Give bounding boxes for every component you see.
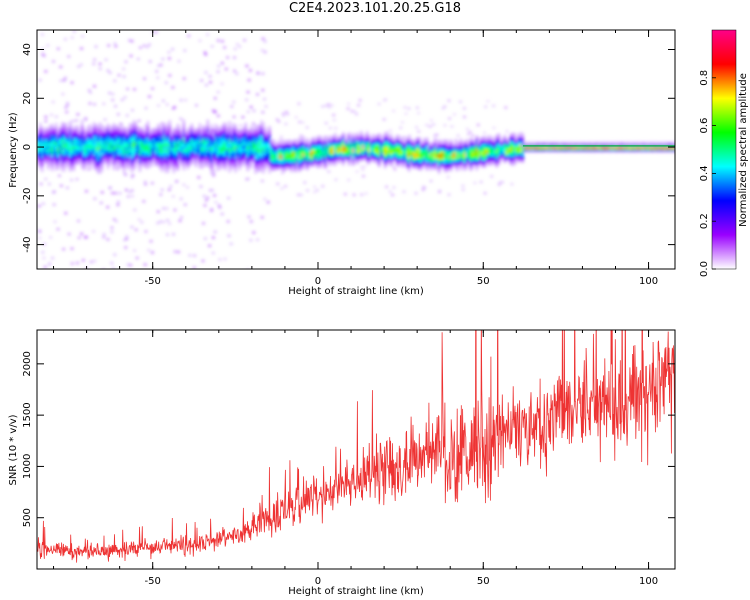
x-axis-ticks: -50 0 50 100: [53, 330, 658, 587]
snr-x-tick-label: 0: [315, 576, 321, 587]
colorbar-tick-label: 0.2: [699, 213, 710, 229]
spectrogram-panel: -50 0 50 100 -40 -20 0 20 40 Height of straight…: [8, 29, 676, 297]
x-axis-label: Height of straight line (km): [288, 586, 424, 597]
snr-x-tick-label: 100: [639, 576, 658, 587]
colorbar: 0.0 0.2 0.4 0.6 0.8 Normalized spectral ampl…: [699, 29, 749, 277]
spectrogram-x-tick-label: 0: [315, 276, 321, 287]
spectrogram-heatmap: [37, 30, 675, 269]
x-axis-label: Height of straight line (km): [288, 286, 424, 297]
snr-y-tick-label: 500: [22, 508, 33, 527]
colorbar-tick-label: 0.0: [699, 261, 710, 277]
snr-y-tick-label: 1500: [22, 402, 33, 427]
spectrogram-y-tick-label: -20: [22, 188, 33, 204]
snr-y-tick-label: 2000: [22, 351, 33, 376]
chart-title: C2E4.2023.101.20.25.G18: [288, 1, 462, 16]
colorbar-tick-label: 0.4: [699, 165, 710, 181]
spectrogram-x-tick-label: 100: [639, 276, 658, 287]
colorbar-label: Normalized spectral amplitude: [738, 73, 749, 227]
y-axis-label: SNR (10 * v/v): [8, 414, 19, 485]
colorbar-tick-label: 0.8: [699, 70, 710, 86]
x-axis-ticks: -50 0 50 100: [53, 30, 658, 287]
colorbar-ticks: 0.0 0.2 0.4 0.6 0.8: [699, 70, 716, 277]
colorbar-gradient: [712, 30, 736, 269]
spectrogram-y-tick-label: 40: [22, 43, 33, 56]
spectrogram-y-tick-label: 0: [22, 144, 33, 150]
snr-panel: -50 0 50 100 500 1000 1500 2000 Height of stra…: [8, 329, 676, 597]
y-axis-ticks: 500 1000 1500 2000: [22, 351, 675, 527]
spectrogram-x-tick-label: 50: [477, 276, 490, 287]
y-axis-ticks: -40 -20 0 20 40: [22, 43, 675, 253]
snr-x-tick-label: 50: [477, 576, 490, 587]
spectrogram-y-tick-label: 20: [22, 92, 33, 105]
colorbar-tick-label: 0.6: [699, 118, 710, 134]
snr-series-line: [37, 330, 675, 563]
spectrogram-y-tick-label: -40: [22, 236, 33, 252]
snr-x-tick-label: -50: [145, 576, 161, 587]
snr-y-tick-label: 1000: [22, 454, 33, 479]
spectrogram-x-tick-label: -50: [145, 276, 161, 287]
y-axis-label: Frequency (Hz): [8, 112, 19, 188]
